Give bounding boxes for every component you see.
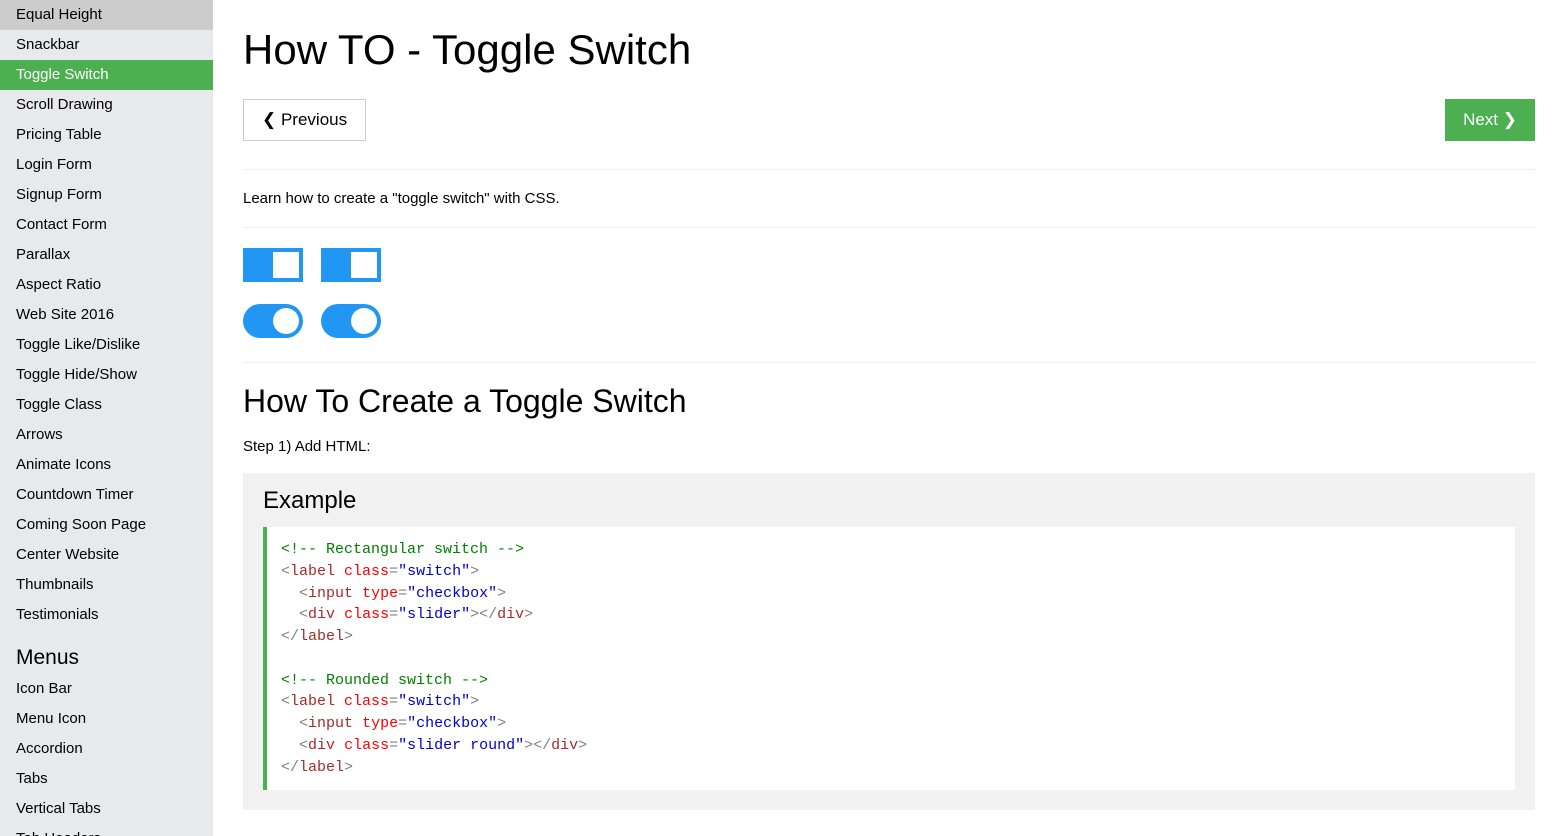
toggle-switch[interactable] — [243, 304, 303, 338]
sidebar-item-toggle-like-dislike[interactable]: Toggle Like/Dislike — [0, 330, 213, 360]
sidebar-item-center-website[interactable]: Center Website — [0, 540, 213, 570]
sidebar-item-web-site-2016[interactable]: Web Site 2016 — [0, 300, 213, 330]
toggle-switch[interactable] — [321, 248, 381, 282]
sidebar-item-testimonials[interactable]: Testimonials — [0, 600, 213, 630]
next-button[interactable]: Next ❯ — [1445, 99, 1535, 141]
section-title: How To Create a Toggle Switch — [243, 383, 1535, 420]
divider — [243, 227, 1535, 228]
code-block: <!-- Rectangular switch --> <label class… — [263, 527, 1515, 790]
main-content: How TO - Toggle Switch ❮ Previous Next ❯… — [213, 0, 1565, 836]
sidebar-item-menu-icon[interactable]: Menu Icon — [0, 704, 213, 734]
slider — [321, 248, 381, 282]
previous-button[interactable]: ❮ Previous — [243, 99, 366, 141]
divider — [243, 362, 1535, 363]
step-1-label: Step 1) Add HTML: — [243, 438, 1535, 455]
sidebar-item-toggle-class[interactable]: Toggle Class — [0, 390, 213, 420]
nav-buttons: ❮ Previous Next ❯ — [243, 99, 1535, 141]
sidebar-item-tabs[interactable]: Tabs — [0, 764, 213, 794]
sidebar-item-animate-icons[interactable]: Animate Icons — [0, 450, 213, 480]
toggle-switch[interactable] — [243, 248, 303, 282]
sidebar-item-vertical-tabs[interactable]: Vertical Tabs — [0, 794, 213, 824]
sidebar-item-login-form[interactable]: Login Form — [0, 150, 213, 180]
sidebar-item-scroll-drawing[interactable]: Scroll Drawing — [0, 90, 213, 120]
switch-demo-row-1 — [243, 248, 1535, 286]
example-box: Example <!-- Rectangular switch --> <lab… — [243, 473, 1535, 810]
sidebar-item-arrows[interactable]: Arrows — [0, 420, 213, 450]
example-heading: Example — [263, 487, 1515, 515]
slider — [243, 248, 303, 282]
intro-text: Learn how to create a "toggle switch" wi… — [243, 190, 1535, 207]
slider — [243, 304, 303, 338]
slider — [321, 304, 381, 338]
sidebar-item-contact-form[interactable]: Contact Form — [0, 210, 213, 240]
app-root: Equal HeightSnackbarToggle SwitchScroll … — [0, 0, 1565, 836]
sidebar-item-accordion[interactable]: Accordion — [0, 734, 213, 764]
toggle-switch[interactable] — [321, 304, 381, 338]
sidebar-item-icon-bar[interactable]: Icon Bar — [0, 674, 213, 704]
sidebar-item-parallax[interactable]: Parallax — [0, 240, 213, 270]
sidebar-item-tab-headers[interactable]: Tab Headers — [0, 824, 213, 836]
sidebar-item-toggle-switch[interactable]: Toggle Switch — [0, 60, 213, 90]
sidebar-item-signup-form[interactable]: Signup Form — [0, 180, 213, 210]
page-title: How TO - Toggle Switch — [243, 26, 1535, 74]
sidebar-item-thumbnails[interactable]: Thumbnails — [0, 570, 213, 600]
sidebar-item-equal-height[interactable]: Equal Height — [0, 0, 213, 30]
sidebar-item-coming-soon-page[interactable]: Coming Soon Page — [0, 510, 213, 540]
switch-demo-row-2 — [243, 304, 1535, 342]
sidebar-item-aspect-ratio[interactable]: Aspect Ratio — [0, 270, 213, 300]
divider — [243, 169, 1535, 170]
sidebar-item-toggle-hide-show[interactable]: Toggle Hide/Show — [0, 360, 213, 390]
sidebar-item-snackbar[interactable]: Snackbar — [0, 30, 213, 60]
sidebar-item-countdown-timer[interactable]: Countdown Timer — [0, 480, 213, 510]
sidebar-heading-menus: Menus — [0, 630, 213, 674]
sidebar: Equal HeightSnackbarToggle SwitchScroll … — [0, 0, 213, 836]
sidebar-item-pricing-table[interactable]: Pricing Table — [0, 120, 213, 150]
